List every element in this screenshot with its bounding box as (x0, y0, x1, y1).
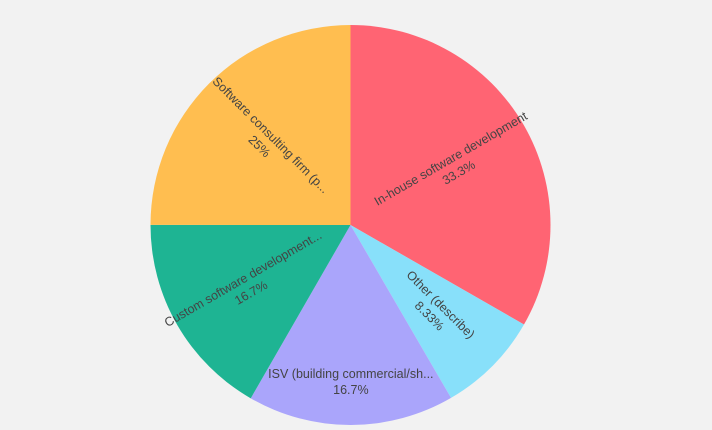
slice-percent-label: 16.7% (333, 383, 368, 397)
pie-slice[interactable] (150, 224, 351, 399)
pie-slice[interactable] (250, 225, 452, 425)
pie-slice[interactable] (150, 25, 351, 225)
pie-slice[interactable] (350, 25, 551, 325)
slices-layer (150, 25, 551, 425)
slice-label-group: ISV (building commercial/sh... 16.7% (268, 367, 433, 397)
slice-label: ISV (building commercial/sh... (268, 367, 433, 381)
pie-slice[interactable] (350, 225, 524, 398)
